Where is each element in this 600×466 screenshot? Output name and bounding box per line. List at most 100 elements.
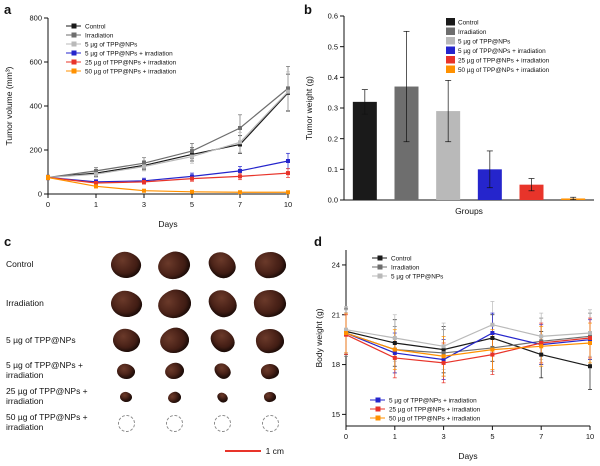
tumor-row-label: Irradiation <box>6 297 44 308</box>
svg-text:5 µg of TPP@NPs: 5 µg of TPP@NPs <box>391 273 443 280</box>
svg-text:3: 3 <box>142 200 146 209</box>
svg-text:Days: Days <box>158 219 177 229</box>
tumor-photo-grid: Control Irradiation 5 µg of TPP@NPs 5 µg of… <box>6 246 310 436</box>
tumor-photo <box>203 246 241 284</box>
tumor-row-cells <box>102 324 310 357</box>
svg-text:Control: Control <box>458 19 479 26</box>
svg-text:5 µg of TPP@NPs: 5 µg of TPP@NPs <box>85 41 137 48</box>
panel-d-letter: d <box>314 234 322 249</box>
panel-a-letter: a <box>4 2 12 17</box>
tumor-row: 5 µg of TPP@NPs <box>6 323 310 358</box>
svg-text:1: 1 <box>393 432 397 441</box>
tumor-row-label: 50 µg of TPP@NPs + irradiation <box>6 412 88 432</box>
svg-text:5: 5 <box>490 432 494 441</box>
tumor-photo <box>110 326 142 355</box>
tumor-photo <box>162 360 186 382</box>
tumor-photo <box>260 362 280 380</box>
svg-text:Control: Control <box>391 255 412 262</box>
svg-text:0: 0 <box>344 432 348 441</box>
svg-text:800: 800 <box>29 14 42 23</box>
no-tumor-dashed-circle <box>165 414 183 432</box>
tumor-photo <box>252 288 288 319</box>
panel-d-body-weight: d 15 18 21 24 0 1 3 5 7 10 Days Body weight (g) Cont… <box>312 234 598 464</box>
tumor-row-cells <box>102 246 310 284</box>
panel-c-tumor-photos: c Control Irradiation 5 µg of TPP@NPs 5 µg … <box>2 234 310 464</box>
tumor-row-cells <box>102 414 310 432</box>
svg-text:Groups: Groups <box>455 206 483 216</box>
svg-text:5 µg of TPP@NPs + irradiation: 5 µg of TPP@NPs + irradiation <box>85 50 173 57</box>
svg-text:600: 600 <box>29 58 42 67</box>
svg-text:25 µg of TPP@NPs + irradiation: 25 µg of TPP@NPs + irradiation <box>389 406 481 413</box>
svg-text:Body weight (g): Body weight (g) <box>314 308 324 367</box>
svg-text:0.4: 0.4 <box>328 73 338 82</box>
panel-b-letter: b <box>304 2 312 17</box>
tumor-row-label: 5 µg of TPP@NPs <box>6 334 76 345</box>
svg-text:Irradiation: Irradiation <box>391 264 420 271</box>
tumor-photo <box>214 390 230 404</box>
panel-b-tumor-weight: b 0.0 0.1 0.2 0.3 0.4 0.5 0.6 Groups Tumor weigh… <box>302 2 598 232</box>
tumor-row: Control <box>6 246 310 284</box>
svg-text:1: 1 <box>94 200 98 209</box>
svg-text:Irradiation: Irradiation <box>85 32 114 39</box>
svg-text:10: 10 <box>586 432 594 441</box>
body-weight-chart: 15 18 21 24 0 1 3 5 7 10 Days Body weight (g) Contro… <box>312 236 598 466</box>
tumor-photo <box>108 249 144 281</box>
svg-text:25 µg of TPP@NPs + irradiation: 25 µg of TPP@NPs + irradiation <box>458 57 550 64</box>
tumor-photo <box>263 391 277 403</box>
tumor-photo <box>154 247 194 283</box>
tumor-photo <box>253 250 287 280</box>
svg-text:21: 21 <box>332 310 340 319</box>
svg-text:18: 18 <box>332 360 340 369</box>
svg-text:0: 0 <box>38 190 42 199</box>
tumor-row-label: 25 µg of TPP@NPs + irradiation <box>6 386 88 406</box>
svg-text:5: 5 <box>190 200 194 209</box>
tumor-photo <box>210 360 234 382</box>
tumor-photo <box>115 361 137 381</box>
svg-text:0.0: 0.0 <box>328 196 338 205</box>
tumor-volume-chart: 0 200 400 600 800 0 1 3 5 7 10 Days Tumor volume (mm… <box>2 4 298 235</box>
svg-text:0.3: 0.3 <box>328 104 338 113</box>
svg-text:0: 0 <box>46 200 50 209</box>
svg-text:10: 10 <box>284 200 292 209</box>
tumor-photo <box>108 287 144 320</box>
scale-bar-label: 1 cm <box>265 446 284 456</box>
svg-text:0.2: 0.2 <box>328 134 338 143</box>
svg-text:0.5: 0.5 <box>328 42 338 51</box>
svg-text:24: 24 <box>332 261 340 270</box>
svg-text:25 µg of TPP@NPs + irradiation: 25 µg of TPP@NPs + irradiation <box>85 59 177 66</box>
svg-text:Tumor volume (mm³): Tumor volume (mm³) <box>4 66 14 145</box>
panel-a-tumor-volume: a 0 200 400 600 800 0 1 3 5 7 10 Days Tumor volume (… <box>2 2 298 232</box>
tumor-row-cells <box>102 284 310 323</box>
svg-text:Control: Control <box>85 23 106 30</box>
tumor-row: 50 µg of TPP@NPs + irradiation <box>6 410 310 436</box>
svg-text:200: 200 <box>29 146 42 155</box>
svg-text:0.1: 0.1 <box>328 165 338 174</box>
svg-text:Days: Days <box>458 451 477 461</box>
svg-text:3: 3 <box>442 432 446 441</box>
no-tumor-dashed-circle <box>117 414 135 432</box>
scale-bar: 1 cm <box>224 446 284 456</box>
svg-text:Irradiation: Irradiation <box>458 29 487 36</box>
tumor-weight-chart: 0.0 0.1 0.2 0.3 0.4 0.5 0.6 Groups Tumor weight … <box>302 4 598 235</box>
svg-text:7: 7 <box>539 432 543 441</box>
tumor-row: 25 µg of TPP@NPs + irradiation <box>6 384 310 410</box>
svg-text:5 µg of TPP@NPs + irradiation: 5 µg of TPP@NPs + irradiation <box>389 397 477 404</box>
svg-text:Tumor weight (g): Tumor weight (g) <box>304 76 314 140</box>
svg-text:7: 7 <box>238 200 242 209</box>
tumor-photo <box>156 324 192 357</box>
tumor-row-cells <box>102 389 310 405</box>
panel-c-letter: c <box>4 234 12 249</box>
tumor-photo <box>166 389 182 405</box>
tumor-photo <box>119 390 133 404</box>
tumor-row: 5 µg of TPP@NPs + irradiation <box>6 358 310 384</box>
no-tumor-dashed-circle <box>213 414 231 432</box>
svg-text:400: 400 <box>29 102 42 111</box>
svg-text:15: 15 <box>332 410 340 419</box>
svg-text:50 µg of TPP@NPs + irradiation: 50 µg of TPP@NPs + irradiation <box>389 415 481 422</box>
svg-text:0.6: 0.6 <box>328 12 338 21</box>
tumor-row-label: Control <box>6 259 34 270</box>
tumor-row-cells <box>102 360 310 382</box>
tumor-row: Irradiation <box>6 284 310 323</box>
svg-text:5 µg of TPP@NPs: 5 µg of TPP@NPs <box>458 38 510 45</box>
